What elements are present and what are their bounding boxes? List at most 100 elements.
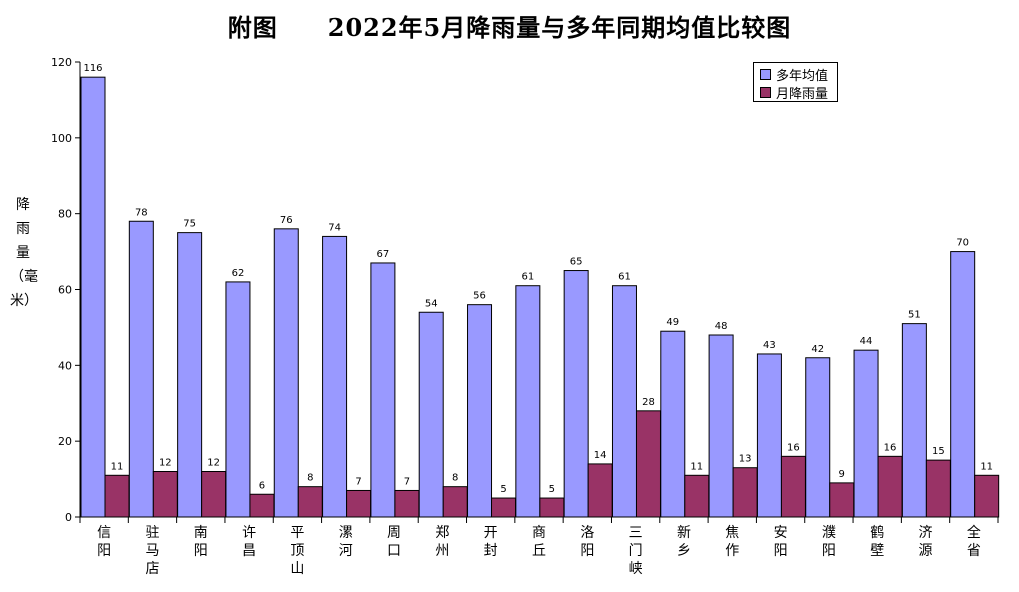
data-label-series-1-8: 54 (425, 298, 438, 309)
x-tick-label-18: 济源 (919, 525, 933, 559)
chart-title: 附图 2022年5月降雨量与多年同期均值比较图 (227, 13, 792, 42)
bar-series-2-5 (297, 486, 323, 518)
bar-series-1-17 (853, 349, 879, 518)
legend-item-series-1: 多年均值 (760, 66, 829, 84)
bar-series-1-8 (418, 311, 444, 518)
x-tick-label-13: 新乡 (677, 525, 691, 559)
data-label-series-1-12: 61 (618, 272, 631, 283)
bar-series-1-1 (80, 76, 106, 518)
data-label-series-2-18: 15 (932, 446, 945, 457)
data-label-series-1-17: 44 (860, 336, 873, 347)
bar-series-2-14 (732, 467, 758, 518)
bar-series-1-16 (805, 357, 831, 518)
y-tick-label-7: 120 (51, 56, 72, 69)
data-label-series-1-16: 42 (811, 344, 824, 355)
bar-series-2-13 (684, 474, 710, 518)
x-tick-label-2: 驻马店 (145, 525, 159, 577)
data-label-series-1-14: 48 (715, 321, 728, 332)
data-label-series-1-7: 67 (377, 249, 390, 260)
data-label-series-2-2: 12 (159, 458, 172, 469)
data-label-series-2-3: 12 (207, 458, 220, 469)
data-label-series-2-10: 5 (549, 484, 555, 495)
legend-item-series-2: 月降雨量 (760, 84, 829, 102)
bar-series-1-7 (370, 262, 396, 518)
bar-series-1-2 (128, 220, 154, 518)
data-label-series-1-4: 62 (232, 268, 245, 279)
x-tick-label-3: 南阳 (194, 525, 208, 559)
legend-swatch-series-2 (760, 86, 771, 98)
bar-series-2-10 (539, 497, 565, 518)
data-label-series-1-2: 78 (135, 207, 148, 218)
bar-series-1-6 (322, 235, 348, 518)
x-tick-label-9: 开封 (484, 525, 498, 559)
bar-series-2-6 (346, 489, 372, 518)
bar-series-1-5 (273, 228, 299, 518)
bar-series-1-14 (708, 334, 734, 518)
x-tick-label-1: 信阳 (97, 525, 111, 559)
y-tick-label-6: 100 (51, 132, 72, 145)
x-tick-label-11: 洛阳 (580, 525, 594, 559)
bar-series-1-12 (611, 285, 637, 518)
bar-series-2-1 (104, 474, 130, 518)
bar-series-1-18 (901, 323, 927, 518)
bar-series-2-18 (925, 459, 951, 518)
data-label-series-2-11: 14 (594, 450, 607, 461)
x-tick-label-16: 濮阳 (822, 525, 836, 559)
bar-series-2-2 (152, 471, 178, 518)
x-tick-label-17: 鹤壁 (870, 525, 884, 559)
data-label-series-1-6: 74 (328, 222, 341, 233)
x-tick-label-10: 商丘 (532, 525, 546, 559)
data-label-series-2-14: 13 (739, 454, 752, 465)
data-label-series-2-6: 7 (355, 476, 361, 487)
legend-label-series-1: 多年均值 (776, 68, 829, 84)
data-label-series-2-19: 11 (980, 461, 993, 472)
data-label-series-2-17: 16 (884, 442, 897, 453)
data-label-series-2-13: 11 (690, 461, 703, 472)
legend-swatch-series-1 (760, 68, 771, 80)
y-tick-label-2: 20 (58, 435, 72, 448)
bar-series-1-10 (515, 285, 541, 518)
x-tick-label-8: 郑州 (435, 525, 449, 559)
bar-series-2-16 (829, 482, 855, 518)
bar-series-1-3 (177, 232, 203, 518)
bar-series-2-4 (249, 493, 275, 518)
data-label-series-1-1: 116 (83, 63, 102, 74)
bar-series-1-15 (756, 353, 782, 518)
y-tick-label-3: 40 (58, 359, 72, 372)
bar-series-2-12 (635, 410, 661, 518)
bar-series-2-3 (201, 471, 227, 518)
bar-series-1-4 (225, 281, 251, 518)
data-label-series-1-10: 61 (521, 272, 534, 283)
bar-series-2-17 (877, 455, 903, 518)
data-label-series-2-15: 16 (787, 442, 800, 453)
legend: 多年均值 月降雨量 (753, 62, 838, 102)
data-label-series-2-16: 9 (839, 469, 845, 480)
x-tick-label-4: 许昌 (242, 525, 256, 559)
data-label-series-1-5: 76 (280, 215, 293, 226)
data-label-series-2-8: 8 (452, 473, 458, 484)
x-tick-label-14: 焦作 (725, 525, 739, 559)
data-label-series-2-9: 5 (500, 484, 506, 495)
x-tick-label-19: 全省 (967, 524, 981, 559)
y-tick-label-4: 60 (58, 284, 72, 297)
data-label-series-2-1: 11 (111, 461, 124, 472)
data-label-series-1-13: 49 (666, 317, 679, 328)
bar-series-2-15 (780, 455, 806, 518)
data-label-series-2-12: 28 (642, 397, 655, 408)
x-tick-label-12: 三门峡 (629, 525, 643, 577)
bar-series-2-9 (491, 497, 517, 518)
data-label-series-1-19: 70 (956, 238, 969, 249)
data-label-series-2-4: 6 (259, 480, 265, 491)
bar-series-1-9 (467, 304, 493, 518)
bar-series-1-11 (563, 270, 589, 518)
data-label-series-1-9: 56 (473, 291, 486, 302)
data-label-series-2-5: 8 (307, 473, 313, 484)
bar-series-2-19 (974, 474, 1000, 518)
data-label-series-1-18: 51 (908, 310, 921, 321)
data-label-series-2-7: 7 (404, 476, 410, 487)
bar-series-1-19 (950, 251, 976, 518)
legend-label-series-2: 月降雨量 (776, 86, 829, 102)
bar-series-1-13 (660, 330, 686, 518)
y-axis-title: 降雨量（毫米） (10, 197, 38, 309)
